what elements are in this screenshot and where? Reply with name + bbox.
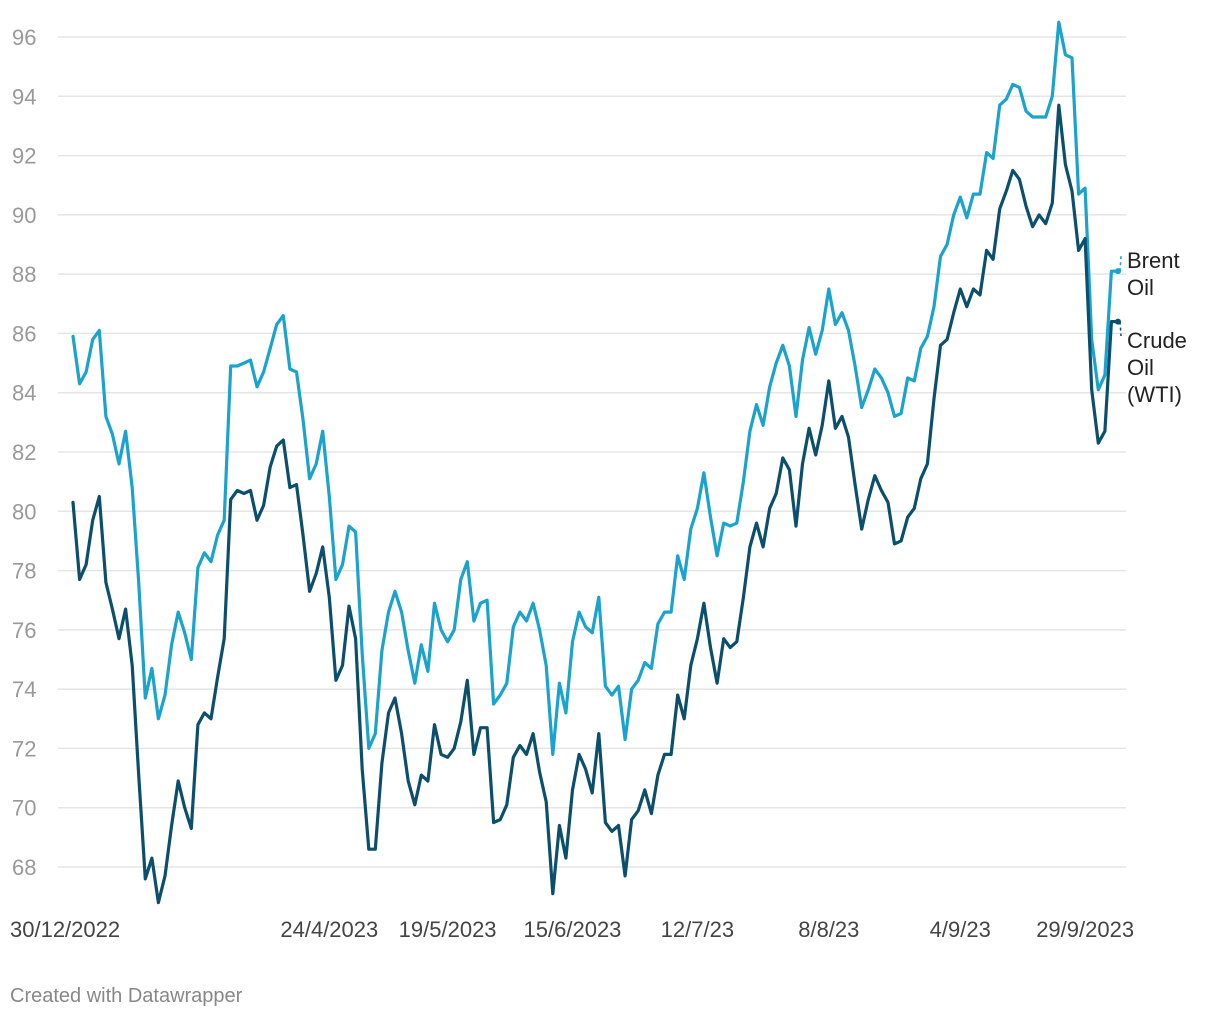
y-tick-label: 96 <box>12 25 36 50</box>
series-label-line: Oil <box>1127 275 1154 300</box>
x-tick-label: 24/4/2023 <box>280 917 378 942</box>
x-tick-label: 8/8/23 <box>798 917 859 942</box>
y-tick-label: 74 <box>12 677 36 702</box>
series-label-brent: Brent Oil <box>1127 248 1180 300</box>
series-label-line: Crude <box>1127 328 1187 353</box>
y-tick-label: 90 <box>12 203 36 228</box>
y-tick-label: 94 <box>12 84 36 109</box>
y-tick-label: 78 <box>12 559 36 584</box>
datawrapper-credit: Created with Datawrapper <box>10 985 243 1007</box>
series-lines <box>71 20 1121 905</box>
y-tick-label: 72 <box>12 736 36 761</box>
y-tick-label: 80 <box>12 499 36 524</box>
y-tick-label: 68 <box>12 855 36 880</box>
series-label-line: Brent <box>1127 248 1180 273</box>
x-tick-label: 30/12/2022 <box>10 917 120 942</box>
y-axis: 68 70 72 74 76 78 80 82 84 86 88 90 92 94 96 <box>12 25 36 880</box>
y-tick-label: 70 <box>12 796 36 821</box>
x-axis: 30/12/2022 24/4/2023 19/5/2023 15/6/2023 12/… <box>10 917 1134 942</box>
y-tick-label: 92 <box>12 144 36 169</box>
y-tick-label: 82 <box>12 440 36 465</box>
label-connector <box>1119 255 1122 272</box>
x-tick-label: 15/6/2023 <box>524 917 622 942</box>
x-tick-label: 19/5/2023 <box>399 917 497 942</box>
x-tick-label: 29/9/2023 <box>1036 917 1134 942</box>
y-tick-label: 76 <box>12 618 36 643</box>
series-label-line: Oil <box>1127 355 1154 380</box>
series-line-brent <box>71 20 1120 757</box>
gridlines <box>58 36 1126 868</box>
x-tick-label: 4/9/23 <box>930 917 991 942</box>
y-tick-label: 84 <box>12 381 36 406</box>
series-label-line: (WTI) <box>1127 382 1182 407</box>
y-tick-label: 88 <box>12 262 36 287</box>
x-tick-label: 12/7/23 <box>661 917 734 942</box>
series-label-wti: Crude Oil (WTI) <box>1127 328 1187 407</box>
label-connector <box>1119 321 1122 337</box>
series-line-wti <box>71 103 1120 905</box>
line-chart: 68 70 72 74 76 78 80 82 84 86 88 90 92 94 96 30/12/202… <box>10 20 1187 942</box>
y-tick-label: 86 <box>12 321 36 346</box>
